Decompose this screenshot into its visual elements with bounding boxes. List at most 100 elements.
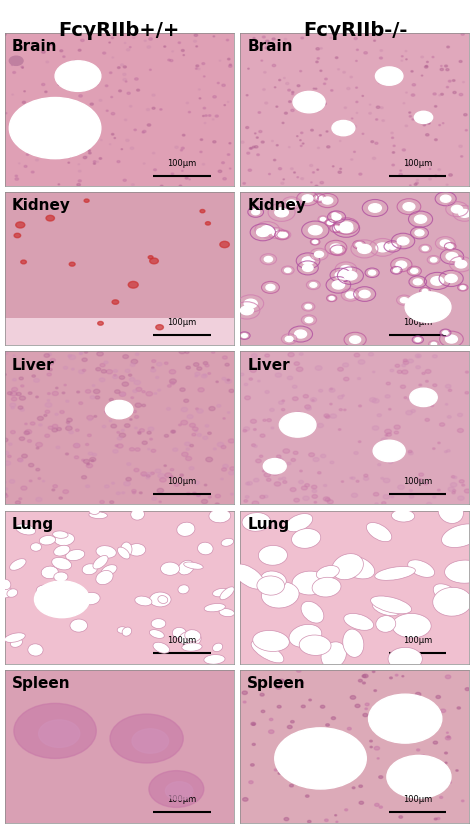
Circle shape [291, 720, 294, 723]
Circle shape [37, 110, 40, 111]
Circle shape [422, 289, 428, 293]
Circle shape [179, 185, 182, 187]
Circle shape [420, 769, 423, 770]
Circle shape [359, 801, 364, 804]
Circle shape [319, 100, 322, 101]
Circle shape [151, 369, 156, 372]
Circle shape [181, 407, 188, 411]
Circle shape [26, 154, 28, 155]
Ellipse shape [177, 522, 195, 536]
Circle shape [411, 94, 415, 96]
Ellipse shape [286, 514, 313, 532]
Circle shape [2, 351, 8, 355]
Circle shape [289, 146, 290, 148]
Circle shape [465, 130, 467, 131]
Ellipse shape [63, 586, 79, 600]
Circle shape [374, 746, 380, 750]
Circle shape [265, 47, 267, 48]
Circle shape [46, 61, 49, 63]
Circle shape [434, 725, 437, 727]
Circle shape [201, 499, 208, 504]
Text: 100μm: 100μm [167, 477, 197, 486]
Circle shape [389, 408, 391, 410]
Circle shape [47, 400, 50, 401]
Circle shape [4, 451, 9, 455]
Circle shape [200, 209, 205, 213]
Circle shape [157, 489, 164, 493]
Circle shape [202, 62, 205, 65]
Circle shape [440, 93, 443, 96]
Circle shape [10, 430, 15, 434]
Circle shape [363, 714, 368, 716]
Circle shape [37, 103, 39, 105]
Circle shape [171, 430, 175, 433]
Circle shape [426, 134, 429, 136]
Circle shape [413, 279, 422, 285]
Circle shape [196, 494, 200, 497]
Circle shape [204, 122, 206, 124]
Circle shape [11, 397, 17, 401]
Ellipse shape [375, 567, 415, 580]
Circle shape [49, 43, 53, 45]
Circle shape [456, 770, 458, 771]
Circle shape [127, 92, 130, 95]
Ellipse shape [7, 589, 18, 597]
Circle shape [457, 707, 460, 709]
Circle shape [19, 396, 26, 401]
Circle shape [222, 377, 226, 380]
Text: 100μm: 100μm [167, 159, 197, 168]
Circle shape [55, 61, 101, 91]
Circle shape [9, 57, 23, 66]
Circle shape [88, 434, 91, 436]
Circle shape [312, 494, 318, 499]
Circle shape [425, 66, 428, 67]
Circle shape [436, 696, 440, 699]
Circle shape [310, 773, 313, 775]
Circle shape [182, 135, 185, 136]
Circle shape [279, 413, 316, 437]
Circle shape [221, 445, 226, 449]
Circle shape [158, 389, 161, 391]
Circle shape [21, 66, 23, 67]
Circle shape [42, 138, 44, 139]
Circle shape [297, 669, 301, 672]
Circle shape [403, 203, 415, 210]
Circle shape [204, 484, 207, 486]
Circle shape [314, 501, 317, 503]
Circle shape [134, 381, 141, 385]
Circle shape [153, 152, 155, 154]
Circle shape [446, 335, 457, 343]
Circle shape [146, 476, 150, 479]
Circle shape [354, 353, 360, 357]
Circle shape [32, 363, 35, 365]
Circle shape [132, 729, 169, 753]
Circle shape [9, 97, 101, 159]
Circle shape [135, 427, 137, 429]
Circle shape [380, 57, 383, 59]
Circle shape [317, 169, 319, 170]
Circle shape [155, 393, 157, 395]
Circle shape [410, 268, 418, 273]
Ellipse shape [151, 619, 166, 628]
Circle shape [347, 727, 351, 730]
Circle shape [319, 97, 320, 98]
Circle shape [113, 370, 118, 372]
Circle shape [137, 89, 140, 91]
Circle shape [106, 370, 112, 374]
Circle shape [465, 371, 468, 373]
Circle shape [193, 40, 197, 42]
Circle shape [75, 429, 79, 431]
Circle shape [19, 459, 23, 462]
Circle shape [150, 258, 158, 263]
Circle shape [119, 392, 126, 396]
Circle shape [311, 485, 317, 489]
Ellipse shape [96, 570, 113, 585]
Circle shape [373, 157, 376, 160]
Circle shape [246, 95, 248, 96]
Circle shape [4, 481, 6, 483]
Circle shape [183, 55, 184, 56]
Circle shape [422, 372, 425, 375]
Circle shape [123, 73, 126, 76]
Ellipse shape [339, 555, 375, 579]
Circle shape [52, 428, 57, 432]
